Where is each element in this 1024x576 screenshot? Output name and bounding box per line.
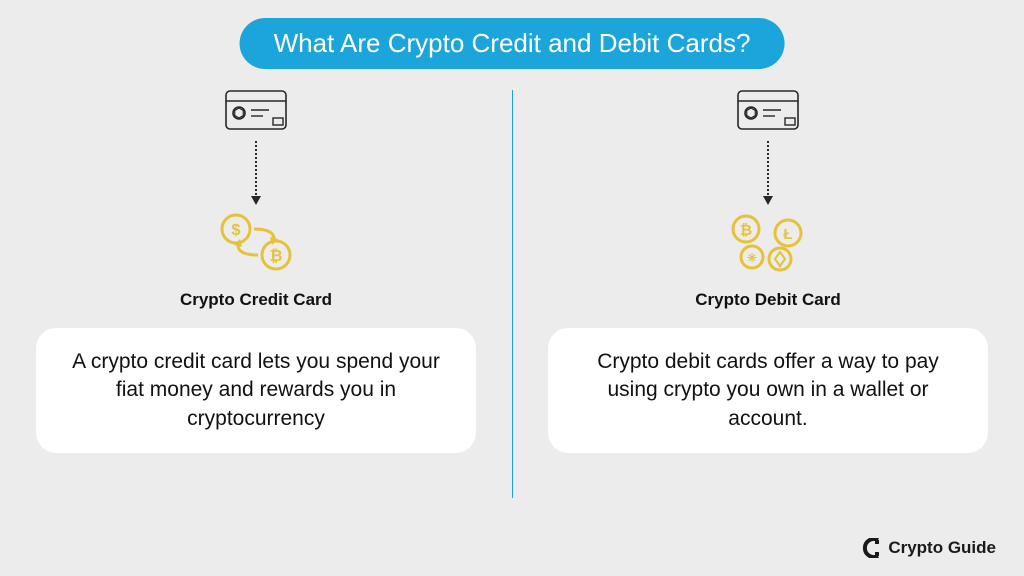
svg-text:✳: ✳: [747, 251, 757, 265]
debit-card-description: Crypto debit cards offer a way to pay us…: [548, 328, 988, 453]
flow-arrow-icon: [255, 141, 257, 205]
brand-logo: Crypto Guide: [862, 538, 996, 558]
debit-card-panel: ₿ Ł ✳ Crypto Debit Card Crypto debit car…: [528, 90, 1008, 453]
credit-card-panel: $ ₿ Crypto Credit Card A crypto credit c…: [16, 90, 496, 453]
debit-card-subtitle: Crypto Debit Card: [695, 290, 840, 310]
svg-text:Ł: Ł: [783, 226, 792, 243]
crypto-coins-icon: ₿ Ł ✳: [718, 211, 818, 278]
credit-card-description: A crypto credit card lets you spend your…: [36, 328, 476, 453]
vertical-divider: [512, 90, 513, 498]
credit-card-subtitle: Crypto Credit Card: [180, 290, 332, 310]
svg-text:₿: ₿: [740, 222, 752, 239]
svg-text:₿: ₿: [269, 247, 282, 265]
brand-mark-icon: [862, 538, 882, 558]
payment-card-icon: [225, 90, 287, 135]
page-title: What Are Crypto Credit and Debit Cards?: [240, 18, 785, 69]
fiat-to-crypto-icon: $ ₿: [214, 211, 298, 278]
svg-text:$: $: [232, 222, 241, 239]
flow-arrow-icon: [767, 141, 769, 205]
payment-card-icon: [737, 90, 799, 135]
brand-text: Crypto Guide: [888, 538, 996, 558]
